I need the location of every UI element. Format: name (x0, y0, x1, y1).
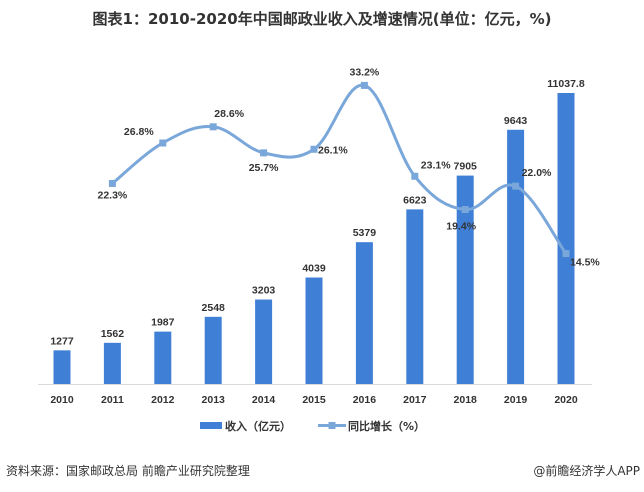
growth-marker (360, 81, 368, 89)
legend-bar-label: 收入（亿元） (225, 419, 291, 433)
bar-value-label: 9643 (504, 115, 528, 127)
bar (103, 342, 121, 384)
x-tick-label: 2011 (101, 394, 124, 406)
bar-value-label: 6623 (403, 194, 427, 206)
x-tick-label: 2010 (50, 394, 74, 406)
brand-watermark: @前瞻经济学人APP (533, 464, 640, 478)
bar-value-label: 4039 (302, 263, 326, 275)
bar (305, 277, 323, 384)
growth-value-label: 14.5% (570, 257, 600, 269)
growth-value-label: 26.1% (318, 144, 348, 156)
bar-value-label: 1987 (151, 317, 175, 329)
growth-line (111, 83, 568, 255)
x-tick-label: 2012 (151, 394, 175, 406)
bar-value-label: 1277 (50, 335, 74, 347)
bar-value-label: 1562 (101, 328, 125, 340)
legend-line-marker (328, 422, 336, 429)
bar (406, 209, 424, 384)
growth-value-label: 25.7% (249, 162, 279, 174)
growth-value-label: 28.6% (214, 108, 244, 120)
x-tick-label: 2018 (454, 394, 478, 406)
bar (154, 331, 172, 384)
x-tick-label: 2013 (202, 394, 226, 406)
bar (255, 299, 273, 384)
growth-marker (562, 250, 570, 258)
bar (355, 242, 373, 384)
legend-line-label: 同比增长（%） (348, 419, 425, 433)
chart: 1277 2010 1562 2011 1987 2012 2548 2013 3203 2014… (38, 66, 600, 433)
growth-marker (512, 182, 520, 190)
growth-value-label: 22.0% (522, 167, 552, 179)
legend-bar-swatch (200, 422, 222, 429)
bar (53, 350, 71, 384)
growth-value-label: 22.3% (98, 189, 128, 201)
growth-value-label: 26.8% (124, 126, 154, 138)
x-tick-label: 2019 (504, 394, 528, 406)
x-tick-label: 2020 (554, 394, 578, 406)
growth-marker (209, 123, 217, 131)
bar-value-label: 11037.8 (547, 78, 585, 90)
growth-marker (461, 206, 469, 214)
growth-marker (310, 145, 318, 153)
bar-value-label: 3203 (252, 285, 276, 297)
x-tick-label: 2017 (403, 394, 427, 406)
growth-value-label: 33.2% (350, 66, 380, 78)
x-tick-label: 2016 (353, 394, 377, 406)
growth-value-label: 23.1% (421, 159, 451, 171)
growth-marker (108, 179, 116, 187)
growth-marker (260, 149, 268, 157)
source-note: 资料来源：国家邮政总局 前瞻产业研究院整理 (6, 464, 250, 478)
growth-marker (411, 172, 419, 180)
bar-value-label: 7905 (454, 161, 478, 173)
bar (557, 93, 575, 384)
bar-value-label: 5379 (353, 227, 377, 239)
x-tick-label: 2015 (302, 394, 326, 406)
bar (204, 316, 222, 384)
x-tick-label: 2014 (252, 394, 276, 406)
bar (456, 175, 474, 384)
bar-value-label: 2548 (202, 302, 226, 314)
growth-value-label: 19.4% (446, 221, 476, 233)
growth-marker (159, 139, 167, 147)
chart-title: 图表1：2010-2020年中国邮政业收入及增速情况(单位：亿元，%) (92, 10, 552, 28)
bar (507, 129, 525, 384)
